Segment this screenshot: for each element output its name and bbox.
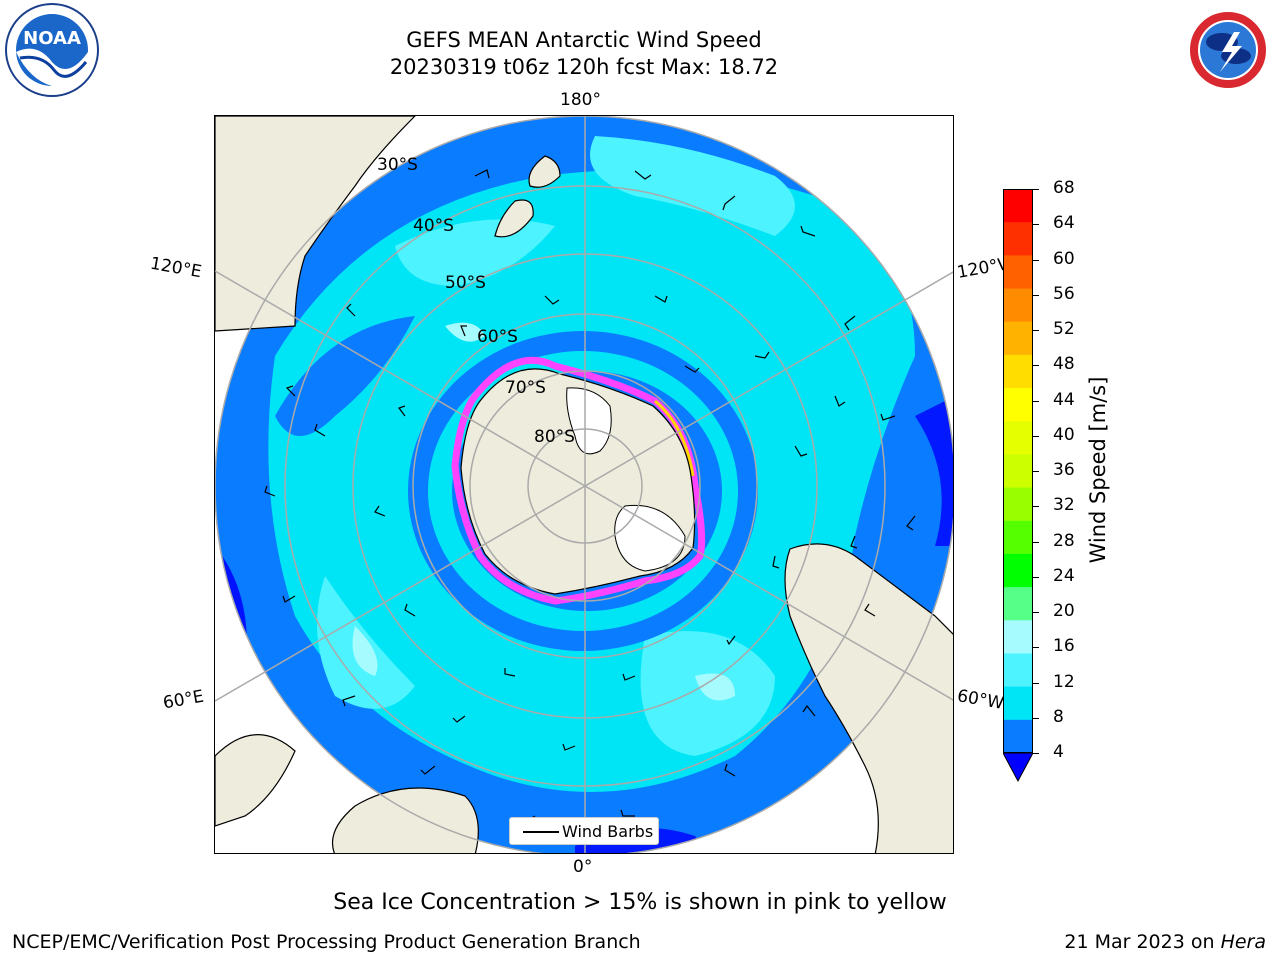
colorbar-tick-mark xyxy=(1033,365,1039,367)
colorbar-tick-label: 12 xyxy=(1053,671,1075,692)
colorbar-tick-mark xyxy=(1033,189,1039,190)
colorbar-tick-mark xyxy=(1033,294,1039,296)
lat-label-30s: 30°S xyxy=(377,155,418,175)
colorbar-outline xyxy=(1003,189,1033,753)
colorbar-tick-mark xyxy=(1033,435,1039,437)
colorbar-tick-mark xyxy=(1033,471,1039,472)
colorbar-tick-label: 40 xyxy=(1053,424,1075,445)
colorbar-tick-label: 32 xyxy=(1053,495,1075,516)
svg-text:NOAA: NOAA xyxy=(23,28,81,49)
colorbar-tick-label: 64 xyxy=(1053,213,1075,234)
graticule xyxy=(215,116,953,853)
colorbar-tick-label: 44 xyxy=(1053,389,1075,410)
colorbar-svg xyxy=(1002,189,1034,783)
colorbar-tick-mark xyxy=(1033,224,1039,226)
sea-ice-note: Sea Ice Concentration > 15% is shown in … xyxy=(333,890,947,915)
colorbar-tick-mark xyxy=(1033,330,1039,331)
colorbar xyxy=(1002,189,1034,783)
colorbar-segment xyxy=(1003,587,1033,621)
colorbar-tick-mark xyxy=(1033,541,1039,543)
colorbar-tick-mark xyxy=(1033,259,1039,261)
colorbar-segment xyxy=(1003,288,1033,323)
legend-label: Wind Barbs xyxy=(562,822,654,841)
chart-title: GEFS MEAN Antarctic Wind Speed xyxy=(406,28,762,52)
colorbar-tick-mark xyxy=(1033,612,1039,613)
colorbar-tick-label: 60 xyxy=(1053,248,1075,269)
colorbar-segment xyxy=(1003,388,1033,422)
colorbar-segment xyxy=(1003,553,1033,588)
colorbar-tick-label: 68 xyxy=(1053,178,1075,198)
latitude-labels: 30°S 40°S 50°S 60°S 70°S 80°S xyxy=(377,155,575,447)
lon-label-60e: 60°E xyxy=(161,686,206,714)
colorbar-tick-mark xyxy=(1033,506,1039,508)
colorbar-label: Wind Speed [m/s] xyxy=(1086,376,1110,564)
footer-date: 21 Mar 2023 on Hera xyxy=(1064,931,1266,953)
colorbar-segment xyxy=(1003,719,1033,754)
chart-subtitle: 20230319 t06z 120h fcst Max: 18.72 xyxy=(389,55,779,79)
colorbar-tick-label: 8 xyxy=(1053,706,1064,727)
colorbar-tick-label: 24 xyxy=(1053,565,1075,586)
lat-label-60s: 60°S xyxy=(477,327,518,347)
wind-barb-legend-line xyxy=(523,831,559,833)
wind-barbs xyxy=(264,169,916,829)
colorbar-segment xyxy=(1003,189,1033,223)
colorbar-segment xyxy=(1003,653,1033,688)
lat-label-70s: 70°S xyxy=(505,378,546,398)
lon-label-bottom: 0° xyxy=(573,857,593,877)
polar-map: 30°S 40°S 50°S 60°S 70°S 80°S xyxy=(214,115,954,854)
lat-label-50s: 50°S xyxy=(445,273,486,293)
colorbar-segment xyxy=(1003,520,1033,555)
footer-credit: NCEP/EMC/Verification Post Processing Pr… xyxy=(12,931,641,953)
colorbar-segment xyxy=(1003,686,1033,721)
colorbar-tick-mark xyxy=(1033,647,1039,649)
colorbar-tick-label: 16 xyxy=(1053,636,1075,657)
colorbar-segment xyxy=(1003,620,1033,654)
national-weather-service-logo xyxy=(1178,2,1278,98)
lon-label-60w: 60°W xyxy=(955,686,1006,714)
colorbar-tick-label: 52 xyxy=(1053,319,1075,339)
colorbar-tick-mark xyxy=(1033,753,1039,754)
colorbar-tick-label: 56 xyxy=(1053,283,1075,304)
colorbar-segment xyxy=(1003,321,1033,356)
colorbar-extend-triangle xyxy=(1002,752,1034,783)
colorbar-segment xyxy=(1003,454,1033,489)
colorbar-tick-label: 48 xyxy=(1053,354,1075,375)
colorbar-tick-mark xyxy=(1033,717,1039,719)
colorbar-tick-mark xyxy=(1033,682,1039,684)
lat-label-40s: 40°S xyxy=(413,216,454,236)
colorbar-tick-mark xyxy=(1033,400,1039,402)
lon-label-120e: 120°E xyxy=(148,253,204,283)
colorbar-segment xyxy=(1003,487,1033,522)
sea-ice-edge xyxy=(451,356,706,605)
map-canvas: 30°S 40°S 50°S 60°S 70°S 80°S xyxy=(215,116,953,853)
noaa-logo: NOAA xyxy=(2,2,102,102)
colorbar-segment xyxy=(1003,421,1033,455)
footer-machine: Hera xyxy=(1220,931,1266,953)
colorbar-tick-label: 20 xyxy=(1053,601,1075,621)
colorbar-tick-label: 4 xyxy=(1053,742,1064,762)
lon-label-top: 180° xyxy=(560,90,601,110)
colorbar-segment xyxy=(1003,354,1033,389)
colorbar-tick-label: 36 xyxy=(1053,460,1075,480)
colorbar-tick-mark xyxy=(1033,576,1039,578)
lat-label-80s: 80°S xyxy=(534,427,575,447)
colorbar-segment xyxy=(1003,255,1033,290)
colorbar-segment xyxy=(1003,222,1033,256)
continents xyxy=(215,116,953,853)
colorbar-tick-label: 28 xyxy=(1053,530,1075,551)
footer-date-text: 21 Mar 2023 on xyxy=(1064,931,1221,953)
map-legend: Wind Barbs xyxy=(509,817,659,845)
